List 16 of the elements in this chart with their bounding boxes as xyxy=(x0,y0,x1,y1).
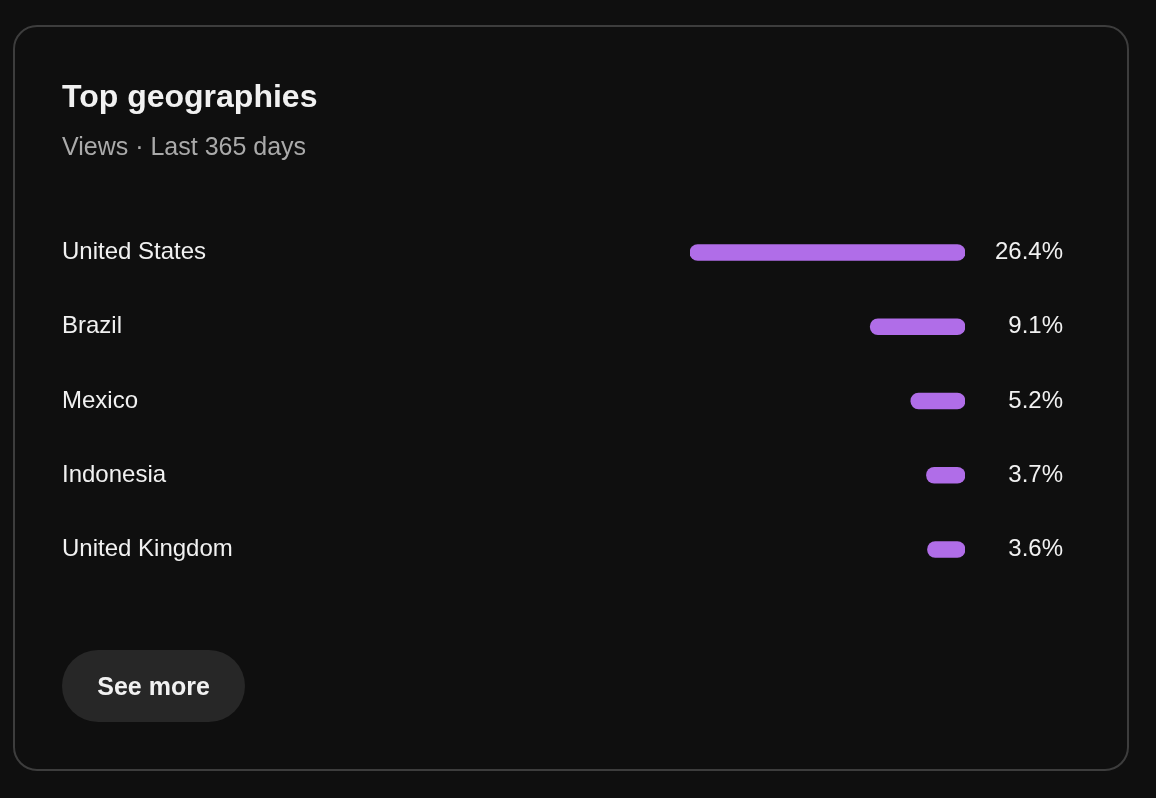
bar xyxy=(869,318,965,336)
data-label: 5.2% xyxy=(1008,385,1063,413)
data-label: 9.1% xyxy=(1008,311,1063,339)
see-more-button[interactable]: See more xyxy=(62,650,245,722)
y-tick-label: Mexico xyxy=(62,385,139,413)
y-tick-label: United States xyxy=(62,237,207,265)
y-tick-label: Brazil xyxy=(62,311,123,339)
data-label: 3.7% xyxy=(1008,459,1063,487)
text: Views · Last 365 days xyxy=(62,131,307,162)
y-tick-label: United Kingdom xyxy=(62,534,233,562)
text: Top geographies xyxy=(62,77,318,116)
data-label: 26.4% xyxy=(994,237,1063,265)
bar xyxy=(690,244,965,261)
y-tick-label: Indonesia xyxy=(62,459,167,487)
bar xyxy=(910,392,965,410)
data-label: 3.6% xyxy=(1008,534,1063,562)
